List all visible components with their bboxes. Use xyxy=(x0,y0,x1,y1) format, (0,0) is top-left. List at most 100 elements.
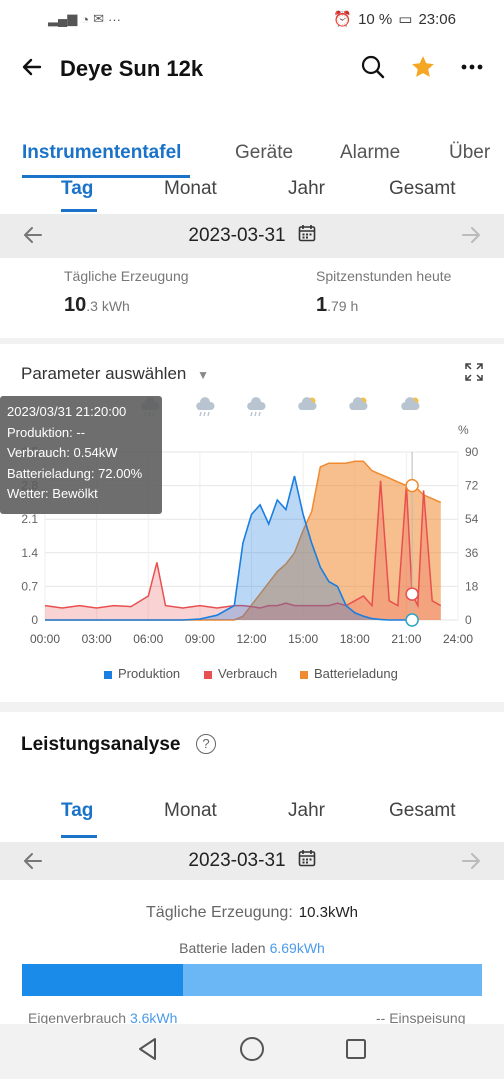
peak-hours-label: Spitzenstunden heute xyxy=(316,268,452,284)
date-selector: 2023-03-31 xyxy=(0,214,504,258)
tooltip-consumption: Verbrauch: 0.54kW xyxy=(7,445,118,461)
legend-production[interactable]: Produktion xyxy=(104,666,180,681)
analysis-next-arrow-icon[interactable] xyxy=(460,850,482,878)
tooltip-battery: Batterieladung: 72.00% xyxy=(7,465,143,481)
clock: 23:06 xyxy=(418,10,456,28)
chart-card: Parameter auswählen ▼ 2023/03/31 21:20:0… xyxy=(0,344,504,702)
analysis-daily-generation: Tägliche Erzeugung: 10.3kWh xyxy=(146,904,358,921)
calendar-icon[interactable] xyxy=(298,224,316,248)
analysis-tab-jahr[interactable]: Jahr xyxy=(288,800,325,821)
x-tick-label: 03:00 xyxy=(82,632,112,646)
alarm-icon: ⏰ xyxy=(333,11,353,28)
period-tab-gesamt[interactable]: Gesamt xyxy=(389,178,456,199)
period-tab-tag[interactable]: Tag xyxy=(61,178,94,199)
date-label[interactable]: 2023-03-31 xyxy=(188,225,286,246)
nav-back-icon[interactable] xyxy=(137,1037,159,1066)
analysis-period-tabs: Tag Monat Jahr Gesamt xyxy=(0,800,504,840)
back-arrow-icon[interactable] xyxy=(20,55,44,84)
x-tick-label: 21:00 xyxy=(391,632,421,646)
weather-partly-cloudy-icon xyxy=(298,397,317,410)
status-icons-left: ▂▄▆ ◔ ✉ ··· xyxy=(48,11,121,27)
tooltip-production: Produktion: -- xyxy=(7,424,86,440)
more-options-icon[interactable] xyxy=(460,55,484,84)
right-tick-label: 90 xyxy=(465,445,479,459)
peak-hours-value: 1.79 h xyxy=(316,294,359,316)
right-tick-label: 36 xyxy=(465,546,479,560)
legend-consumption[interactable]: Verbrauch xyxy=(204,666,277,681)
daily-stats: Tägliche Erzeugung 10.3 kWh Spitzenstund… xyxy=(0,258,504,338)
previous-day-arrow-icon[interactable] xyxy=(22,224,44,252)
signal-icon: ▂▄▆ xyxy=(48,11,78,26)
tab-geraete[interactable]: Geräte xyxy=(235,142,294,163)
next-day-arrow-icon[interactable] xyxy=(460,224,482,252)
info-icon[interactable]: ? xyxy=(196,734,216,754)
battery-charge-row: Batterie laden 6.69kWh xyxy=(179,940,325,956)
weather-cloud-rain-icon xyxy=(196,397,215,417)
x-tick-label: 09:00 xyxy=(185,632,215,646)
tooltip-weather: Wetter: Bewölkt xyxy=(7,486,98,502)
weather-partly-cloudy-icon xyxy=(349,397,368,410)
main-tab-indicator xyxy=(22,175,190,178)
parameter-select-label: Parameter auswählen xyxy=(21,364,187,383)
analysis-tab-gesamt[interactable]: Gesamt xyxy=(389,800,456,821)
production-line xyxy=(45,475,407,621)
period-tabs: Tag Monat Jahr Gesamt xyxy=(0,178,504,214)
energy-chart[interactable]: 00.71.42.12.83.501836547290%00:0003:0006… xyxy=(0,392,504,702)
legend-battery[interactable]: Batterieladung xyxy=(300,666,398,681)
weather-partly-cloudy-icon xyxy=(401,397,420,410)
cursor-marker-production xyxy=(405,613,419,627)
mail-icon: ✉ xyxy=(93,11,104,26)
weather-cloud-rain-icon xyxy=(247,397,266,417)
search-icon[interactable] xyxy=(360,54,386,85)
more-notifications-icon: ··· xyxy=(107,11,121,27)
period-tab-monat[interactable]: Monat xyxy=(164,178,217,199)
right-tick-label: 54 xyxy=(465,512,479,526)
parameter-select[interactable]: Parameter auswählen ▼ xyxy=(21,364,209,384)
battery-area xyxy=(45,461,441,620)
x-tick-label: 18:00 xyxy=(340,632,370,646)
x-tick-label: 15:00 xyxy=(288,632,318,646)
right-tick-label: 0 xyxy=(465,613,472,627)
battery-charge-fill xyxy=(22,964,183,996)
nav-home-icon[interactable] xyxy=(239,1036,265,1067)
tab-alarme[interactable]: Alarme xyxy=(340,142,401,163)
nav-recents-icon[interactable] xyxy=(345,1038,367,1065)
production-area xyxy=(45,476,407,620)
dropdown-arrow-icon: ▼ xyxy=(197,368,209,382)
fullscreen-icon[interactable] xyxy=(464,362,484,387)
status-bar: ▂▄▆ ◔ ✉ ··· ⏰ 10 % ▭ 23:06 xyxy=(0,0,504,38)
tooltip-time: 2023/03/31 21:20:00 xyxy=(7,404,127,419)
daily-generation-label: Tägliche Erzeugung xyxy=(64,268,189,284)
right-axis-unit: % xyxy=(458,423,469,437)
analysis-calendar-icon[interactable] xyxy=(298,849,316,873)
cursor-marker-battery xyxy=(405,478,419,493)
right-tick-label: 18 xyxy=(465,579,479,593)
app-bar: Deye Sun 12k xyxy=(0,38,504,100)
x-tick-label: 12:00 xyxy=(236,632,266,646)
battery-percent: 10 % xyxy=(358,10,393,28)
analysis-tab-monat[interactable]: Monat xyxy=(164,800,217,821)
left-tick-label: 0.7 xyxy=(21,579,38,593)
favorite-star-icon[interactable] xyxy=(410,54,436,85)
tab-instrumententafel[interactable]: Instrumententafel xyxy=(22,142,182,163)
chart-tooltip: 2023/03/31 21:20:00 Produktion: -- Verbr… xyxy=(0,396,162,514)
peak-hours-stat: Spitzenstunden heute 1.79 h xyxy=(316,268,451,317)
analysis-previous-arrow-icon[interactable] xyxy=(22,850,44,878)
period-tab-jahr[interactable]: Jahr xyxy=(288,178,325,199)
analysis-tab-indicator xyxy=(61,835,97,838)
main-tabs: Instrumententafel Geräte Alarme Über xyxy=(0,130,504,178)
analysis-date-label[interactable]: 2023-03-31 xyxy=(188,850,286,871)
analysis-tab-tag[interactable]: Tag xyxy=(61,800,94,821)
energy-split-bar xyxy=(22,964,482,996)
tab-ueber[interactable]: Über xyxy=(449,142,491,163)
battery-icon: ▭ xyxy=(398,11,413,28)
period-tab-indicator xyxy=(61,209,97,212)
cursor-marker-consumption xyxy=(405,587,419,601)
wifi-icon: ◔ xyxy=(81,11,90,27)
x-tick-label: 24:00 xyxy=(443,632,473,646)
daily-generation-value: 10.3 kWh xyxy=(64,294,130,316)
page-title: Deye Sun 12k xyxy=(60,56,204,81)
consumption-line xyxy=(44,480,442,609)
analysis-title: Leistungsanalyse xyxy=(21,734,181,755)
daily-generation-stat: Tägliche Erzeugung 10.3 kWh xyxy=(64,268,189,317)
